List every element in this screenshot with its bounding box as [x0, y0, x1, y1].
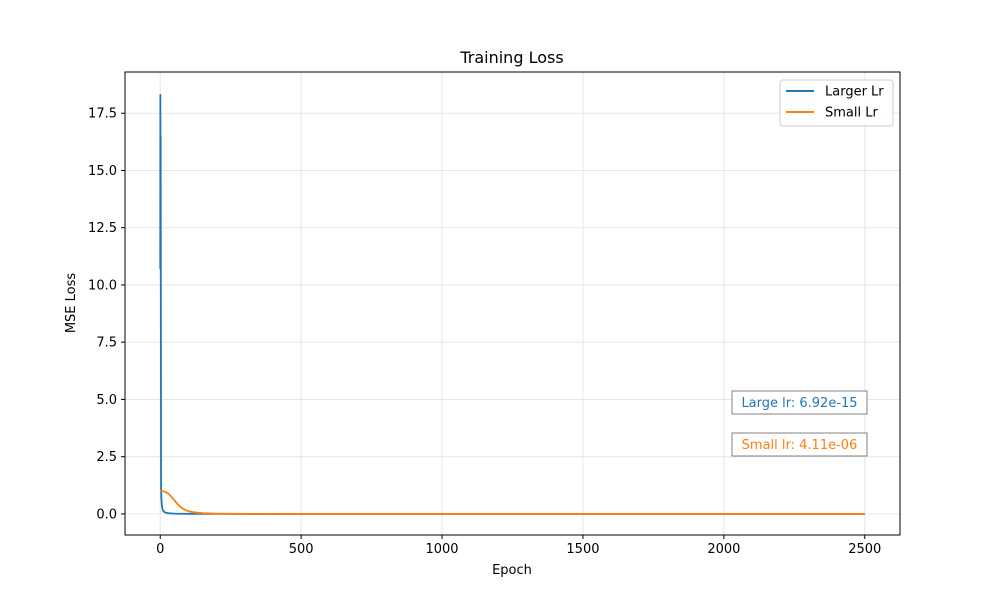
- x-tick-label: 2000: [707, 542, 740, 557]
- y-axis-label: MSE Loss: [64, 273, 79, 334]
- x-tick-label: 1500: [566, 542, 599, 557]
- y-tick-label: 17.5: [88, 107, 117, 122]
- y-tick-label: 5.0: [96, 393, 117, 408]
- x-tick-label: 0: [156, 542, 164, 557]
- series-line-small-lr: [160, 490, 865, 515]
- annotation-box: [731, 390, 868, 415]
- y-tick-label: 15.0: [88, 164, 117, 179]
- x-axis-label: Epoch: [492, 563, 532, 578]
- legend: Larger Lr Small Lr: [779, 79, 894, 127]
- y-tick-label: 10.0: [88, 278, 117, 293]
- series-lines: [159, 94, 865, 515]
- chart-title: Training Loss: [459, 48, 563, 67]
- annotations: Large lr: 6.92e-15 Small lr: 4.11e-06: [731, 390, 868, 457]
- axis-ticks: 0 500 1000 1500 2000 2500 0.0 2.5 5.0 7.5 10.0 12.5…: [88, 107, 881, 557]
- annotation-box: [731, 432, 868, 457]
- annotation-text: Small lr: 4.11e-06: [742, 438, 858, 453]
- legend-label: Small Lr: [825, 106, 878, 121]
- x-tick-label: 500: [289, 542, 314, 557]
- grid: [125, 72, 900, 535]
- x-tick-label: 1000: [425, 542, 458, 557]
- plot-area-frame: [124, 71, 901, 536]
- legend-label: Larger Lr: [825, 85, 884, 100]
- annotation-text: Large lr: 6.92e-15: [741, 396, 857, 411]
- y-tick-label: 0.0: [96, 507, 117, 522]
- y-tick-label: 7.5: [96, 336, 117, 351]
- x-tick-label: 2500: [848, 542, 881, 557]
- y-tick-label: 12.5: [88, 221, 117, 236]
- y-tick-label: 2.5: [96, 450, 117, 465]
